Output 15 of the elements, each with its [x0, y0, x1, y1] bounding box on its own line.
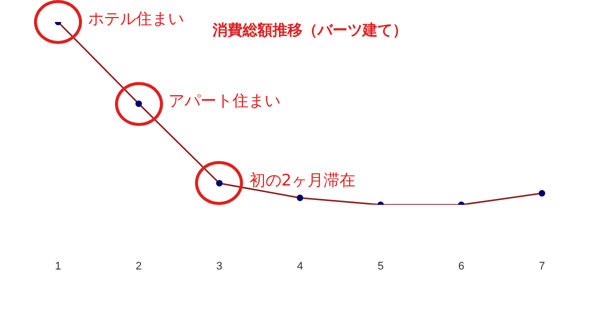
x-tick-label: 4: [296, 260, 304, 272]
annotation: アパート住まい: [168, 90, 281, 110]
x-tick-label: 7: [538, 260, 546, 272]
x-tick-label: 2: [136, 260, 142, 272]
x-tick-label: 3: [216, 260, 222, 272]
point: [296, 194, 304, 202]
annotation: ホテル住まい: [88, 9, 184, 28]
x-tick-label: 6: [458, 260, 464, 272]
point: [538, 190, 546, 197]
point: [216, 180, 223, 186]
x-tick-label: 5: [378, 260, 384, 272]
annotation: 初の2ヶ月滞在: [249, 170, 356, 190]
chart-title: 消費総額推移（バーツ建て）: [212, 20, 408, 39]
point: [135, 100, 142, 107]
x-tick-label: 1: [54, 260, 62, 272]
